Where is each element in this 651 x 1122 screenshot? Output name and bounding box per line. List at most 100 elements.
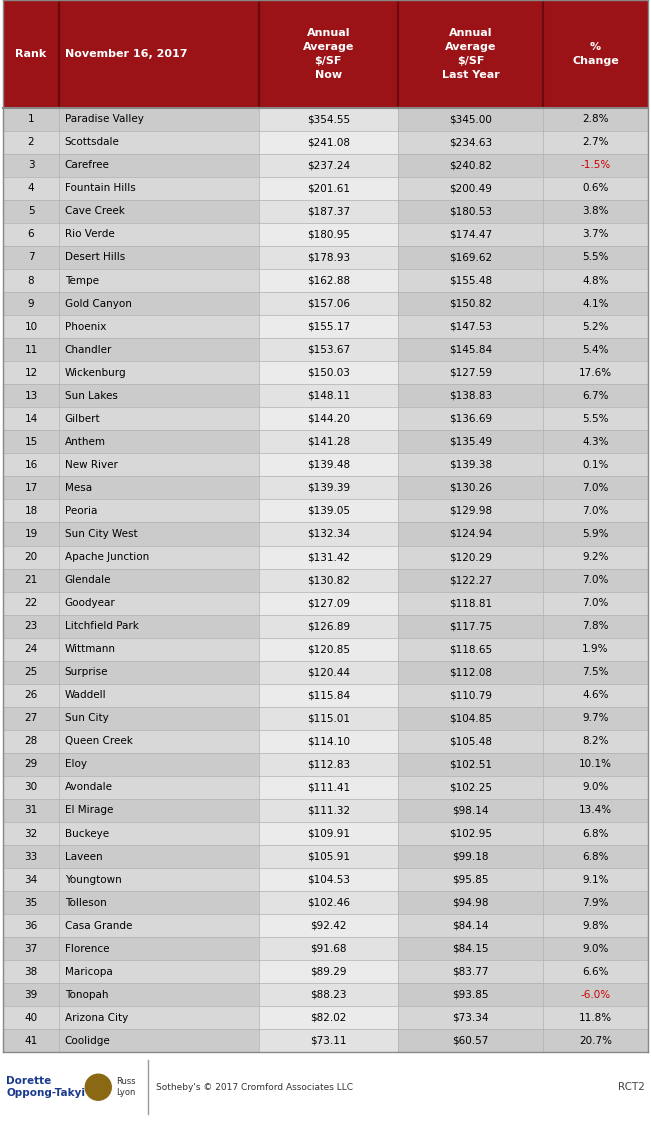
Text: $118.81: $118.81 — [449, 598, 492, 608]
Bar — [398, 914, 544, 937]
Bar — [258, 545, 398, 569]
Bar — [398, 729, 544, 753]
Text: $130.26: $130.26 — [449, 482, 492, 493]
Text: $83.77: $83.77 — [452, 967, 489, 977]
Bar — [398, 177, 544, 200]
Bar — [258, 131, 398, 154]
Text: 28: 28 — [25, 736, 38, 746]
Bar — [398, 269, 544, 292]
Bar — [3, 131, 648, 154]
Text: Gilbert: Gilbert — [65, 414, 100, 424]
Text: $120.29: $120.29 — [449, 552, 492, 562]
Text: $73.34: $73.34 — [452, 1013, 489, 1023]
Text: Anthem: Anthem — [65, 436, 106, 447]
Text: 4.1%: 4.1% — [582, 298, 609, 309]
Text: $150.82: $150.82 — [449, 298, 492, 309]
Bar — [258, 661, 398, 683]
Bar — [398, 753, 544, 776]
Text: Mesa: Mesa — [65, 482, 92, 493]
Bar — [3, 246, 648, 269]
Text: 20.7%: 20.7% — [579, 1036, 612, 1046]
Text: 32: 32 — [25, 828, 38, 838]
Bar — [258, 615, 398, 637]
Bar — [398, 407, 544, 431]
Text: 11: 11 — [25, 344, 38, 355]
Text: 5: 5 — [28, 206, 35, 217]
Text: RCT2: RCT2 — [618, 1083, 644, 1092]
Text: Eloy: Eloy — [65, 760, 87, 770]
Bar — [398, 799, 544, 822]
Text: $120.85: $120.85 — [307, 644, 350, 654]
Bar — [398, 338, 544, 361]
Bar — [3, 407, 648, 431]
Text: 30: 30 — [25, 782, 38, 792]
Text: 7.8%: 7.8% — [582, 622, 609, 632]
Bar — [258, 1029, 398, 1052]
Bar — [398, 545, 544, 569]
Bar — [3, 707, 648, 729]
Bar — [398, 131, 544, 154]
Text: 34: 34 — [25, 875, 38, 884]
Bar — [3, 200, 648, 223]
Bar — [3, 499, 648, 523]
Text: New River: New River — [65, 460, 118, 470]
Bar — [398, 776, 544, 799]
Bar — [0, 1052, 651, 1122]
Text: 40: 40 — [25, 1013, 38, 1023]
Text: $84.14: $84.14 — [452, 921, 489, 931]
Bar — [258, 845, 398, 868]
Text: $111.32: $111.32 — [307, 806, 350, 816]
Bar — [398, 431, 544, 453]
Text: $200.49: $200.49 — [449, 183, 492, 193]
Text: $144.20: $144.20 — [307, 414, 350, 424]
Text: $135.49: $135.49 — [449, 436, 492, 447]
Text: $169.62: $169.62 — [449, 252, 492, 263]
Text: $73.11: $73.11 — [310, 1036, 346, 1046]
Text: Waddell: Waddell — [65, 690, 107, 700]
Bar — [3, 431, 648, 453]
Bar — [258, 937, 398, 960]
Text: 14: 14 — [25, 414, 38, 424]
Text: Glendale: Glendale — [65, 576, 111, 585]
Text: 20: 20 — [25, 552, 38, 562]
Bar — [398, 108, 544, 131]
Text: -6.0%: -6.0% — [581, 990, 611, 1000]
Bar — [258, 799, 398, 822]
Text: 27: 27 — [25, 714, 38, 724]
Bar — [258, 523, 398, 545]
Text: 2.7%: 2.7% — [582, 137, 609, 147]
Text: Gold Canyon: Gold Canyon — [65, 298, 132, 309]
Bar — [258, 683, 398, 707]
Text: $110.79: $110.79 — [449, 690, 492, 700]
Text: $155.17: $155.17 — [307, 322, 350, 332]
Text: $136.69: $136.69 — [449, 414, 492, 424]
Bar — [398, 223, 544, 246]
Text: $141.28: $141.28 — [307, 436, 350, 447]
Text: 4.3%: 4.3% — [582, 436, 609, 447]
Text: 29: 29 — [25, 760, 38, 770]
Text: $112.83: $112.83 — [307, 760, 350, 770]
Text: 4.8%: 4.8% — [582, 276, 609, 285]
Text: $60.57: $60.57 — [452, 1036, 489, 1046]
Text: 21: 21 — [25, 576, 38, 585]
Bar — [258, 983, 398, 1006]
Text: Tempe: Tempe — [65, 276, 99, 285]
Text: $129.98: $129.98 — [449, 506, 492, 516]
Text: Fountain Hills: Fountain Hills — [65, 183, 135, 193]
Bar — [398, 523, 544, 545]
Bar — [398, 384, 544, 407]
Text: $115.84: $115.84 — [307, 690, 350, 700]
Text: Tonopah: Tonopah — [65, 990, 108, 1000]
Bar — [3, 683, 648, 707]
Bar — [258, 914, 398, 937]
Text: El Mirage: El Mirage — [65, 806, 113, 816]
Text: Maricopa: Maricopa — [65, 967, 113, 977]
Text: 10.1%: 10.1% — [579, 760, 612, 770]
Text: Annual
Average
$/SF
Last Year: Annual Average $/SF Last Year — [441, 28, 499, 80]
Text: 6.8%: 6.8% — [582, 852, 609, 862]
Text: 7.0%: 7.0% — [583, 506, 609, 516]
Bar — [3, 637, 648, 661]
Text: 12: 12 — [25, 368, 38, 378]
Text: 7.9%: 7.9% — [582, 898, 609, 908]
Bar — [398, 960, 544, 983]
